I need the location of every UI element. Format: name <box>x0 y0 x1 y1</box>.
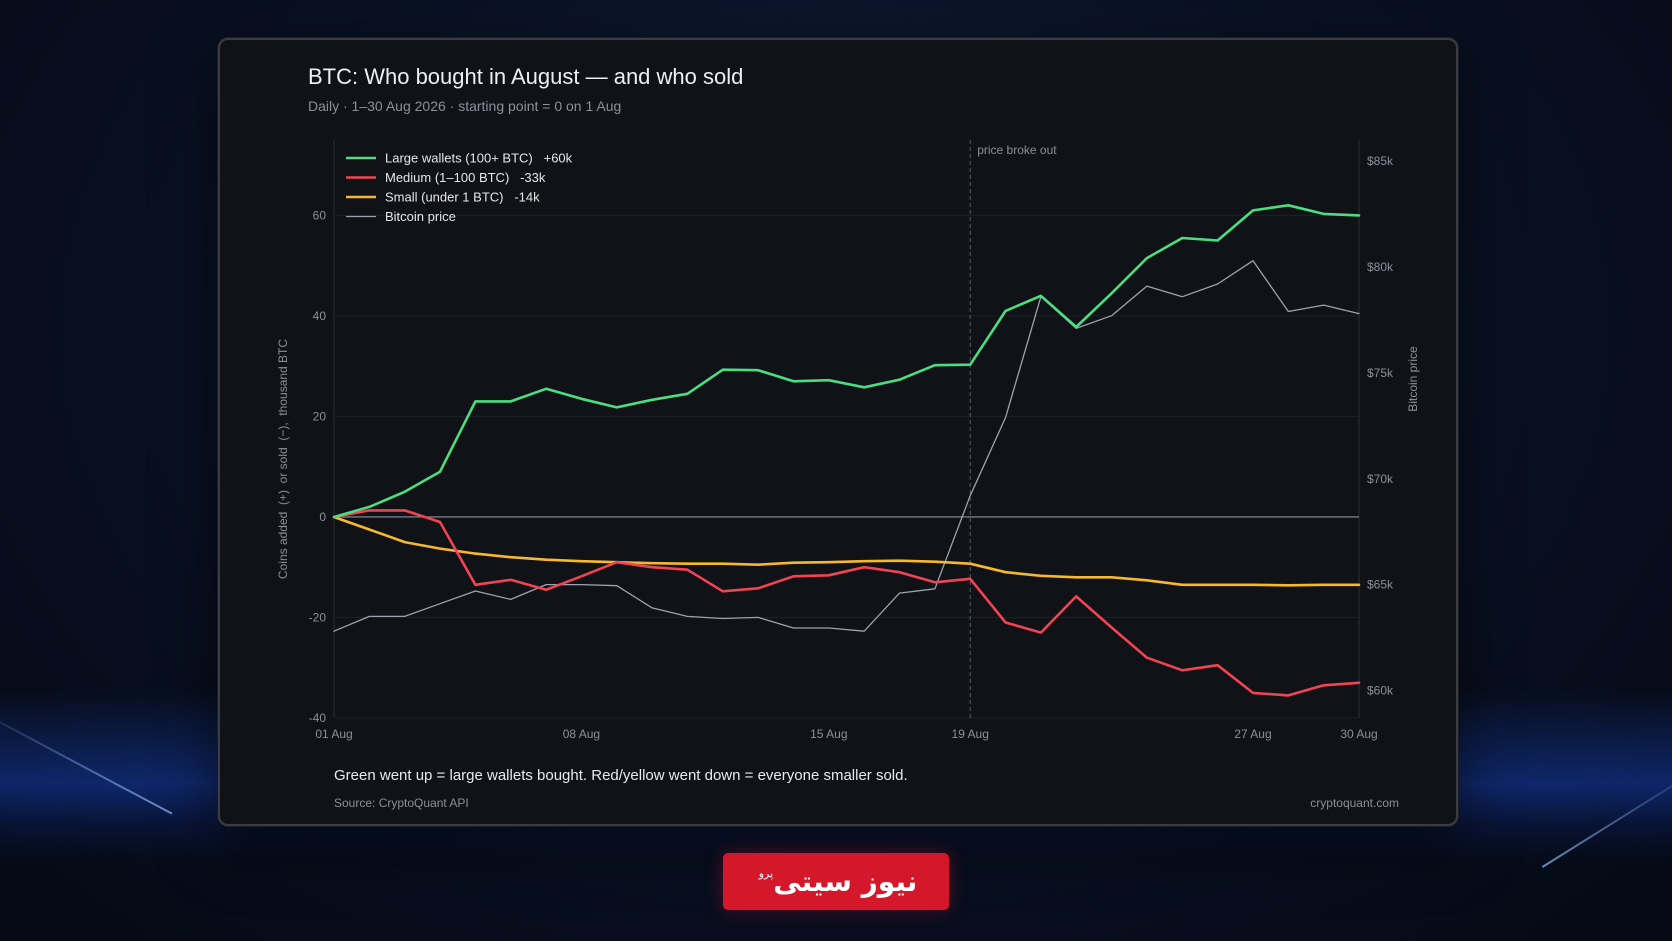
x-tick-label: 01 Aug <box>315 727 352 741</box>
y2-tick-label: $60k <box>1367 683 1394 697</box>
logo-sup-text: پرو <box>758 867 774 880</box>
series-line-small <box>332 515 1361 587</box>
legend-label-small: Small (under 1 BTC) -14k <box>385 190 540 205</box>
line-chart: -40 -20 0 20 40 60 $60k $65k $70k $75k $80k $85k 01 … <box>276 140 1420 741</box>
legend-label-medium: Medium (1–100 BTC) -33k <box>385 170 546 185</box>
x-tick-label: 30 Aug <box>1340 727 1377 741</box>
logo-text: نیوز سیتی <box>773 865 918 898</box>
y2-tick-label: $70k <box>1367 472 1394 486</box>
y2-tick-label: $80k <box>1367 260 1394 274</box>
x-tick-label: 15 Aug <box>810 727 847 741</box>
y-axis-title: Coins added (+) or sold (−), thousand BT… <box>276 339 290 579</box>
y-tick-label: -20 <box>309 610 327 624</box>
x-tick-label: 08 Aug <box>563 727 600 741</box>
chart-card: BTC: Who bought in August — and who sold… <box>218 38 1458 826</box>
y-tick-label: 0 <box>319 510 326 524</box>
chart-caption: Green went up = large wallets bought. Re… <box>334 767 908 784</box>
chart-title: BTC: Who bought in August — and who sold <box>308 64 744 89</box>
y-tick-label: -40 <box>309 711 327 725</box>
series-line-large <box>332 204 1361 519</box>
series-line-medium <box>332 509 1361 697</box>
series-line-price <box>333 260 1360 632</box>
y2-tick-label: $75k <box>1367 366 1394 380</box>
source-credit: Source: CryptoQuant API <box>334 796 469 810</box>
y-tick-label: 60 <box>313 208 327 222</box>
annotation-label: price broke out <box>977 143 1057 157</box>
legend-label-price: Bitcoin price <box>385 209 456 224</box>
news-city-logo[interactable]: نیوز سیتی پرو <box>723 853 949 910</box>
y2-tick-label: $85k <box>1367 154 1394 168</box>
chart-subtitle: Daily · 1–30 Aug 2026 · starting point =… <box>308 98 622 114</box>
y-tick-label: 20 <box>313 409 327 423</box>
x-tick-label: 19 Aug <box>952 727 989 741</box>
y-tick-label: 40 <box>313 309 327 323</box>
x-tick-label: 27 Aug <box>1234 727 1271 741</box>
y2-axis-title: Bitcoin price <box>1406 346 1420 412</box>
legend-label-large: Large wallets (100+ BTC) +60k <box>385 151 573 166</box>
y2-tick-label: $65k <box>1367 578 1394 592</box>
site-credit: cryptoquant.com <box>1310 796 1399 810</box>
